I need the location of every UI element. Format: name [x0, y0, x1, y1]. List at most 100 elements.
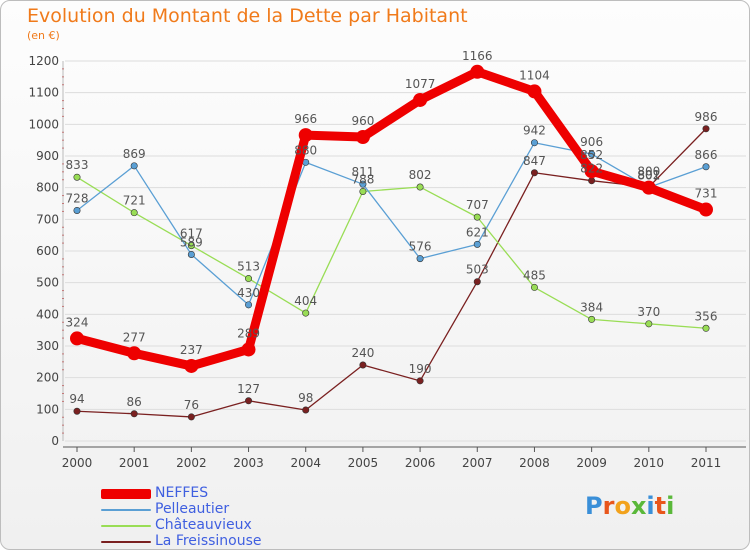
- data-label: 324: [66, 315, 89, 329]
- data-point: [416, 183, 424, 191]
- data-label: 728: [66, 191, 89, 205]
- data-point: [355, 130, 370, 144]
- data-label: 86: [127, 395, 142, 409]
- data-label: 833: [66, 158, 89, 172]
- data-point: [127, 346, 142, 361]
- data-point: [588, 177, 596, 185]
- data-point: [584, 164, 599, 179]
- data-label: 852: [580, 148, 603, 162]
- data-point: [413, 92, 428, 107]
- data-point: [527, 84, 542, 99]
- data-label: 621: [466, 225, 489, 239]
- data-point: [530, 139, 538, 147]
- series-line-1: [76, 142, 707, 306]
- y-tick-label: 900: [36, 149, 59, 163]
- data-label: 384: [580, 300, 603, 314]
- data-point: [702, 163, 710, 171]
- legend-label-pelleautier: Pelleautier: [155, 501, 230, 517]
- data-point: [416, 255, 424, 263]
- data-point: [359, 187, 367, 195]
- data-label: 485: [523, 268, 546, 282]
- x-tick-label: 2009: [576, 456, 607, 470]
- data-label: 966: [294, 112, 317, 126]
- chart-title: Evolution du Montant de la Dette par Hab…: [27, 5, 468, 27]
- data-point: [530, 283, 538, 291]
- data-label: 98: [298, 391, 313, 405]
- data-point: [298, 128, 313, 143]
- data-label: 986: [695, 110, 718, 124]
- legend-label-neffes: NEFFES: [155, 485, 209, 501]
- data-label: 356: [695, 309, 718, 323]
- data-point: [187, 242, 195, 250]
- series-line-0: [72, 67, 711, 371]
- data-label: 942: [523, 124, 546, 138]
- data-label: 906: [580, 135, 603, 149]
- data-label: 237: [180, 343, 203, 357]
- data-point: [416, 377, 424, 385]
- data-point: [473, 278, 481, 286]
- data-label: 404: [294, 294, 317, 308]
- data-label: 801: [637, 168, 660, 182]
- data-label: 1077: [405, 77, 436, 91]
- data-point: [530, 169, 538, 177]
- x-tick-label: 2006: [405, 456, 436, 470]
- x-tick-label: 2004: [290, 456, 321, 470]
- y-tick-label: 800: [36, 181, 59, 195]
- data-label: 721: [123, 194, 146, 208]
- y-tick-label: 300: [36, 339, 59, 353]
- y-tick-label: 1000: [28, 117, 59, 131]
- data-point: [588, 150, 596, 158]
- axis-layer: 0 100 200 300 400 500 600 700 800 900 1000 1100 1200…: [28, 54, 746, 470]
- series-line-3: [76, 128, 707, 418]
- data-label: 707: [466, 198, 489, 212]
- data-point: [359, 361, 367, 369]
- data-label: 1104: [519, 68, 550, 82]
- proxiti-logo: Proxiti: [585, 492, 675, 520]
- legend-label-chateauvieux: Châteauvieux: [155, 517, 252, 533]
- x-tick-label: 2003: [233, 456, 264, 470]
- data-label: 866: [695, 148, 718, 162]
- data-point: [245, 275, 253, 283]
- y-tick-label: 500: [36, 276, 59, 290]
- data-point: [73, 173, 81, 181]
- x-tick-label: 2000: [62, 456, 93, 470]
- chart-subtitle: (en €): [27, 29, 60, 42]
- data-label: 880: [294, 143, 317, 157]
- y-tick-label: 1100: [28, 86, 59, 100]
- legend-label-la-freissinouse: La Freissinouse: [155, 533, 262, 549]
- data-label: 960: [351, 114, 374, 128]
- legend-swatch-chateauvieux: [101, 525, 151, 527]
- data-label: 802: [409, 168, 432, 182]
- legend-swatch-la-freissinouse: [101, 541, 151, 543]
- y-tick-label: 700: [36, 212, 59, 226]
- data-point: [73, 206, 81, 214]
- data-point: [302, 309, 310, 317]
- data-point: [187, 250, 195, 258]
- data-label: 869: [123, 147, 146, 161]
- data-point: [245, 301, 253, 309]
- data-point: [588, 315, 596, 323]
- data-point: [359, 180, 367, 188]
- data-label: 1166: [462, 49, 493, 63]
- data-label: 811: [351, 165, 374, 179]
- x-tick-label: 2005: [348, 456, 379, 470]
- series-line-2: [76, 176, 707, 329]
- data-point: [473, 240, 481, 248]
- data-point: [130, 209, 138, 217]
- data-point: [70, 331, 84, 346]
- data-label: 76: [184, 398, 199, 412]
- data-label: 240: [351, 346, 374, 360]
- y-tick-label: 0: [51, 434, 59, 448]
- data-point: [241, 342, 256, 357]
- data-label: 589: [180, 235, 203, 249]
- data-label: 127: [237, 382, 260, 396]
- data-label: 503: [466, 263, 489, 277]
- data-point: [699, 202, 713, 217]
- x-tick-label: 2008: [519, 456, 550, 470]
- x-tick-label: 2002: [176, 456, 207, 470]
- data-point: [184, 358, 199, 373]
- x-tick-label: 2007: [462, 456, 493, 470]
- data-label: 190: [409, 362, 432, 376]
